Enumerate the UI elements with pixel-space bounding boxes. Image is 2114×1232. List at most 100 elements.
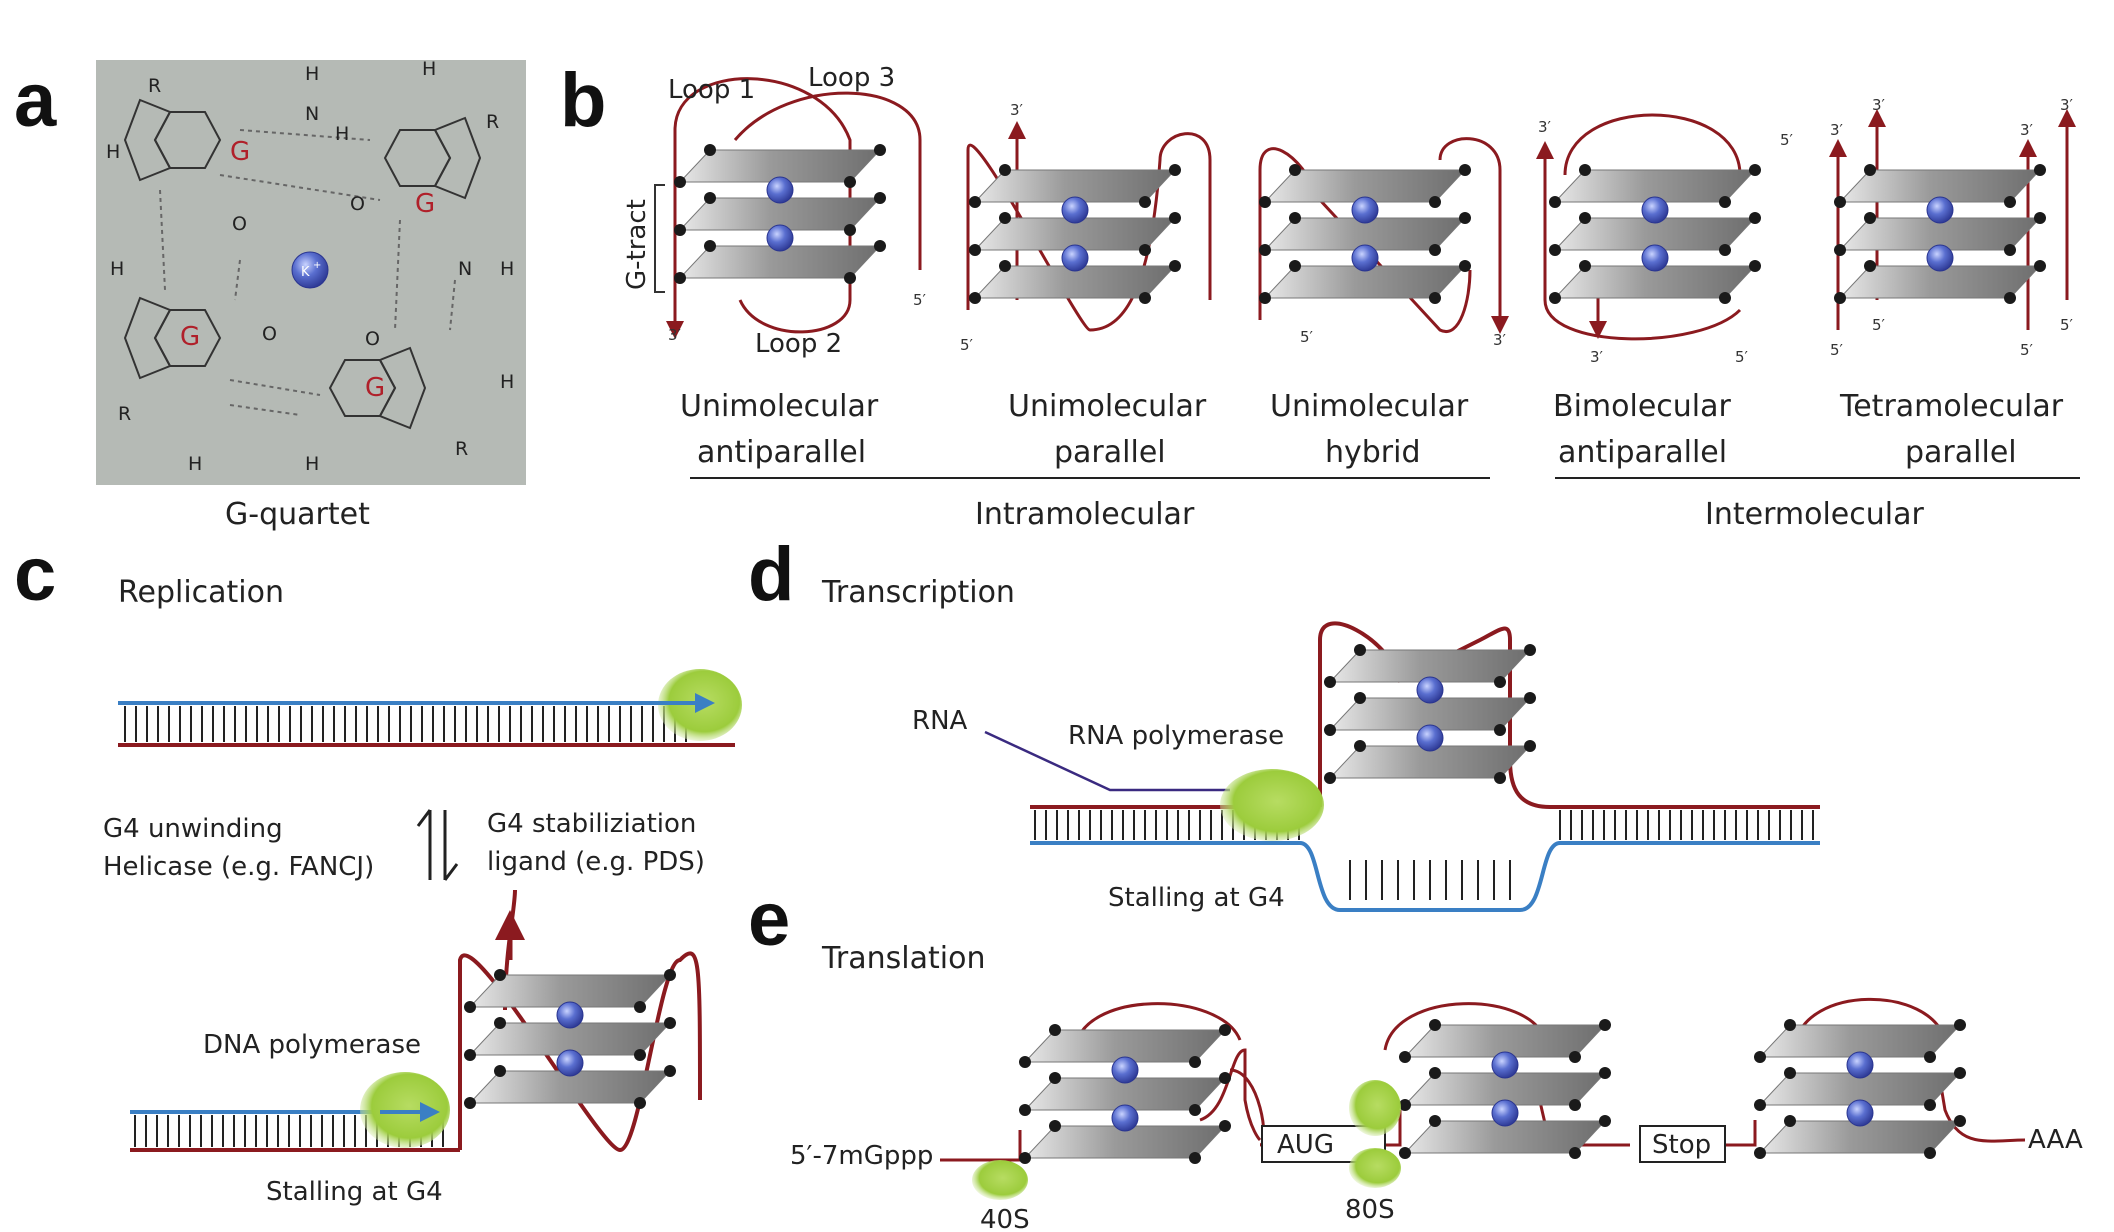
stop-codon-label: Stop — [1652, 1130, 1711, 1160]
end-label: 5′ — [913, 291, 927, 309]
end-label: 5′ — [1300, 328, 1314, 346]
guanine-label: G — [365, 373, 385, 403]
structure-label-1-line2: antiparallel — [697, 435, 866, 470]
replication-title: Replication — [118, 575, 284, 610]
atom-label: H — [188, 453, 202, 475]
atom-label: R — [148, 75, 161, 97]
end-label: 3′ — [1010, 101, 1024, 119]
potassium-charge: + — [313, 260, 321, 271]
atom-label: R — [486, 111, 499, 133]
end-label: 3′ — [1538, 118, 1552, 136]
structure-label-5-line1: Tetramolecular — [1839, 389, 2064, 424]
dna-duplex-stalled — [130, 889, 702, 1153]
end-label: 3′ — [668, 326, 682, 344]
dna-polymerase-label: DNA polymerase — [203, 1030, 421, 1060]
g-tract-bracket — [654, 184, 665, 293]
structure-label-1-line1: Unimolecular — [680, 389, 879, 424]
end-label: 5′ — [2020, 341, 2034, 359]
end-label: 5′ — [1872, 316, 1886, 334]
panel-d: d Transcription RNA RNA polymerase Stall… — [748, 532, 1820, 913]
panel-b: b Loop 1 Loop 3 Loop 2 G-tract 3′ 5′ 3′ … — [560, 58, 2080, 532]
atom-label: N — [458, 258, 472, 280]
replication-stall-label: Stalling at G4 — [266, 1177, 443, 1207]
end-label: 3′ — [1830, 121, 1844, 139]
structure-label-3-line1: Unimolecular — [1270, 389, 1469, 424]
atom-label: N — [305, 103, 319, 125]
end-label: 3′ — [1493, 331, 1507, 349]
end-label: 5′ — [960, 336, 974, 354]
panel-c-letter: c — [14, 532, 56, 617]
potassium-ion-label: K — [301, 265, 310, 280]
unwinding-note-2: Helicase (e.g. FANCJ) — [103, 852, 374, 882]
structure-label-5-line2: parallel — [1905, 435, 2017, 470]
40s-label: 40S — [980, 1205, 1030, 1232]
g-quartet-caption: G-quartet — [225, 497, 370, 532]
g-tract-label: G-tract — [622, 199, 652, 290]
atom-label: H — [335, 123, 349, 145]
atom-label: H — [106, 141, 120, 163]
atom-label: O — [262, 323, 277, 345]
transcription-bubble — [984, 621, 1820, 912]
end-label: 5′ — [2060, 316, 2074, 334]
atom-label: H — [305, 63, 319, 85]
panel-c: c Replication G4 unwinding Helicase (e.g… — [14, 532, 742, 1207]
end-label: 3′ — [2060, 96, 2074, 114]
guanine-label: G — [415, 189, 435, 219]
atom-label: R — [118, 403, 131, 425]
transcription-stall-label: Stalling at G4 — [1108, 883, 1285, 913]
atom-label: H — [110, 258, 124, 280]
panel-e: e Translation 5′-7mGppp 40S AUG 80S Stop… — [748, 877, 2083, 1232]
loop-1-label: Loop 1 — [668, 75, 755, 105]
panel-a: a R H N H — [14, 58, 526, 532]
panel-a-letter: a — [14, 58, 57, 143]
g-quartet-structure — [123, 98, 482, 430]
atom-label: H — [500, 371, 514, 393]
rna-strand — [984, 730, 1230, 792]
atom-label: O — [365, 328, 380, 350]
loop-2-label: Loop 2 — [755, 329, 842, 359]
structure-unimolecular-hybrid: 5′ 3′ — [1258, 137, 1509, 349]
dna-duplex-top — [118, 669, 742, 747]
80s-small-subunit-icon — [1349, 1148, 1401, 1188]
rna-polymerase-icon — [1220, 769, 1324, 841]
potassium-ion-icon — [291, 251, 329, 289]
rna-label: RNA — [912, 706, 968, 736]
atom-label: H — [422, 58, 436, 80]
stabilization-note-1: G4 stabiliziation — [487, 809, 696, 839]
end-label: 5′ — [1780, 131, 1794, 149]
40s-subunit-icon — [972, 1160, 1028, 1200]
structure-label-4-line1: Bimolecular — [1553, 389, 1732, 424]
intramolecular-label: Intramolecular — [975, 497, 1195, 532]
end-label: 5′ — [1830, 341, 1844, 359]
start-codon-label: AUG — [1277, 1130, 1334, 1160]
80s-label: 80S — [1345, 1195, 1395, 1225]
guanine-label: G — [180, 322, 200, 352]
structure-label-4-line2: antiparallel — [1558, 435, 1727, 470]
end-label: 3′ — [1872, 96, 1886, 114]
atom-label: R — [455, 438, 468, 460]
guanine-label: G — [230, 137, 250, 167]
structure-unimolecular-antiparallel: Loop 1 Loop 3 Loop 2 G-tract 3′ 5′ — [622, 63, 927, 359]
80s-large-subunit-icon — [1349, 1080, 1401, 1136]
end-label: 3′ — [2020, 121, 2034, 139]
atom-label: O — [350, 193, 365, 215]
panel-e-letter: e — [748, 877, 790, 962]
panel-d-letter: d — [748, 532, 794, 617]
atom-label: O — [232, 213, 247, 235]
atom-label: H — [305, 453, 319, 475]
structure-bimolecular-antiparallel: 3′ 5′ 3′ 5′ — [1536, 113, 1794, 366]
structure-label-2-line2: parallel — [1054, 435, 1166, 470]
atom-label: H — [500, 258, 514, 280]
structure-label-2-line1: Unimolecular — [1008, 389, 1207, 424]
structure-unimolecular-parallel: 3′ 5′ — [960, 101, 1212, 354]
equilibrium-arrows-icon — [416, 809, 459, 881]
poly-a-tail-label: AAA — [2028, 1125, 2083, 1155]
end-label: 3′ — [1590, 348, 1604, 366]
panel-b-letter: b — [560, 58, 606, 143]
transcription-title: Transcription — [821, 575, 1015, 610]
stabilization-note-2: ligand (e.g. PDS) — [487, 847, 705, 877]
structure-tetramolecular-parallel: 3′ 3′ 3′ 3′ 5′ 5′ 5′ 5′ — [1829, 96, 2076, 359]
end-label: 5′ — [1735, 348, 1749, 366]
mrna-cap-label: 5′-7mGppp — [790, 1141, 933, 1171]
